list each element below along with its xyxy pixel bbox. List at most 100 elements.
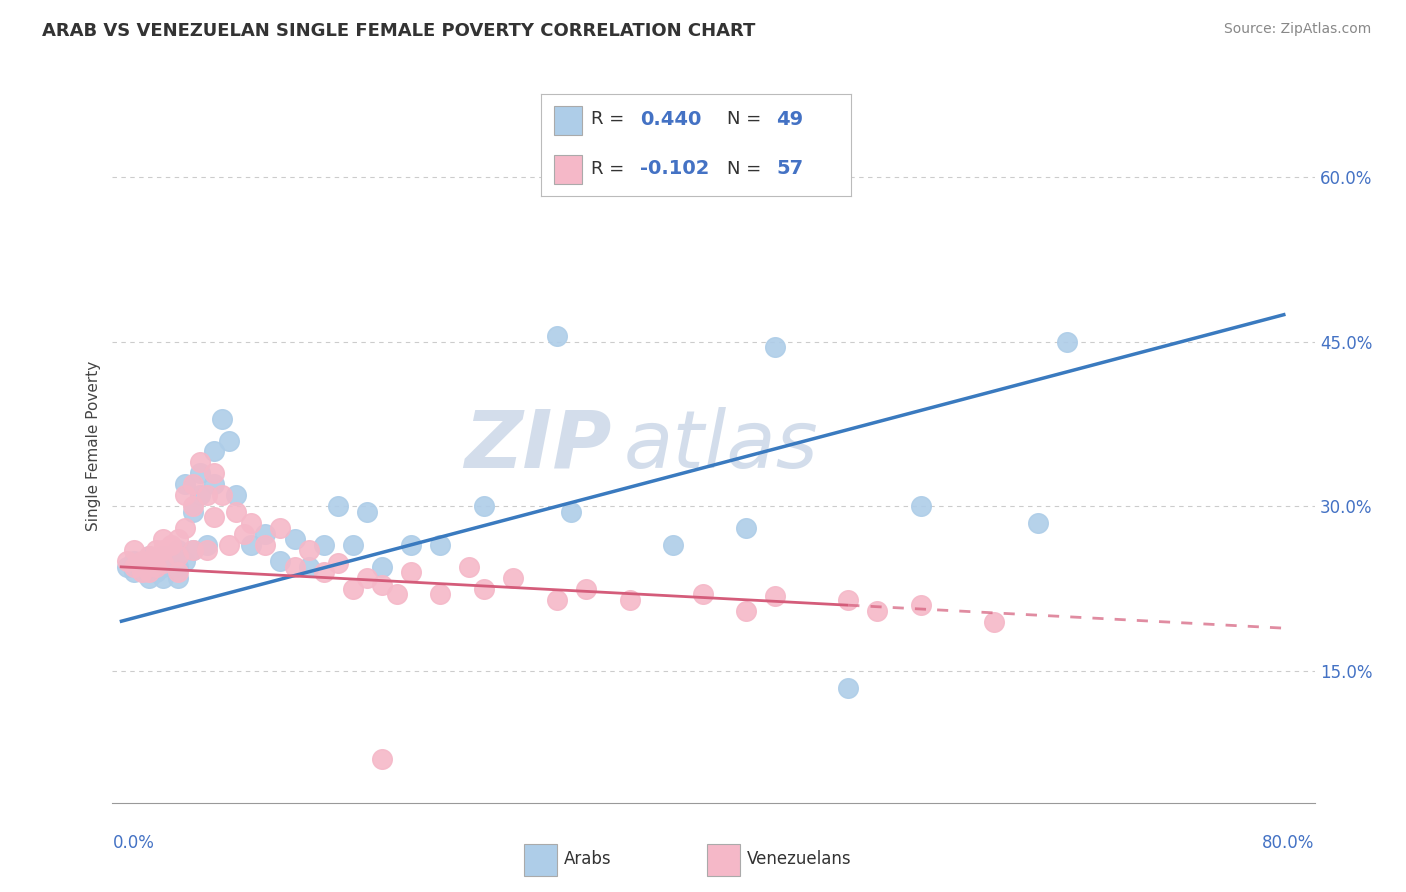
Point <box>225 488 247 502</box>
Point <box>765 590 787 604</box>
Point <box>138 571 160 585</box>
Point <box>124 566 146 580</box>
Point <box>385 587 408 601</box>
Point <box>167 533 190 547</box>
Point <box>204 444 226 458</box>
Point <box>131 566 153 580</box>
Point <box>546 329 568 343</box>
Point <box>502 571 524 585</box>
Text: R =: R = <box>591 160 630 178</box>
Point <box>662 538 685 552</box>
Point <box>174 521 197 535</box>
Text: 0.0%: 0.0% <box>112 834 155 852</box>
FancyBboxPatch shape <box>554 106 582 135</box>
Point <box>328 500 350 514</box>
Point <box>204 510 226 524</box>
Text: Venezuelans: Venezuelans <box>747 849 852 868</box>
Point <box>399 538 422 552</box>
Point <box>371 559 394 574</box>
Point <box>254 538 277 552</box>
Point <box>181 477 204 491</box>
Point <box>342 582 364 596</box>
Point <box>115 559 138 574</box>
Point <box>328 557 350 571</box>
Point <box>298 543 321 558</box>
Point <box>735 604 758 618</box>
Point <box>152 571 174 585</box>
Point <box>188 455 211 469</box>
Point <box>174 488 197 502</box>
Point <box>983 615 1005 629</box>
Point <box>356 505 378 519</box>
Point <box>225 505 247 519</box>
Text: 49: 49 <box>776 110 803 128</box>
Point <box>239 538 262 552</box>
Text: Arabs: Arabs <box>564 849 612 868</box>
Point <box>312 538 335 552</box>
Point <box>269 521 291 535</box>
Point <box>429 587 451 601</box>
Point <box>145 543 167 558</box>
Point <box>138 549 160 563</box>
Point <box>152 549 174 563</box>
Text: -0.102: -0.102 <box>640 159 710 178</box>
Text: ARAB VS VENEZUELAN SINGLE FEMALE POVERTY CORRELATION CHART: ARAB VS VENEZUELAN SINGLE FEMALE POVERTY… <box>42 22 755 40</box>
Point <box>356 571 378 585</box>
Text: R =: R = <box>591 111 630 128</box>
Text: N =: N = <box>727 160 766 178</box>
Point <box>181 543 204 558</box>
Point <box>218 538 240 552</box>
Point <box>910 598 932 612</box>
Point <box>371 752 394 766</box>
Point <box>138 549 160 563</box>
Text: N =: N = <box>727 111 766 128</box>
Point <box>181 505 204 519</box>
FancyBboxPatch shape <box>524 844 557 876</box>
Point <box>204 477 226 491</box>
Point <box>195 488 218 502</box>
Point <box>735 521 758 535</box>
Text: 0.440: 0.440 <box>640 110 702 128</box>
Point <box>152 543 174 558</box>
Point <box>195 543 218 558</box>
Point <box>152 559 174 574</box>
Point <box>472 500 495 514</box>
Point <box>458 559 481 574</box>
Point <box>145 554 167 568</box>
Point <box>167 571 190 585</box>
Point <box>145 559 167 574</box>
Text: atlas: atlas <box>623 407 818 485</box>
Point <box>211 411 233 425</box>
Point <box>866 604 889 618</box>
Point <box>159 538 181 552</box>
Point <box>298 559 321 574</box>
Point <box>181 543 204 558</box>
Point <box>124 559 146 574</box>
Point <box>174 477 197 491</box>
Point <box>284 533 307 547</box>
FancyBboxPatch shape <box>707 844 740 876</box>
Point <box>124 543 146 558</box>
Point <box>181 500 204 514</box>
Point <box>131 554 153 568</box>
Point <box>167 543 190 558</box>
Point <box>399 566 422 580</box>
Point <box>692 587 714 601</box>
Point <box>560 505 582 519</box>
Point <box>145 566 167 580</box>
Point <box>124 554 146 568</box>
Point <box>546 592 568 607</box>
Point <box>284 559 307 574</box>
Point <box>232 526 254 541</box>
Point <box>269 554 291 568</box>
Text: ZIP: ZIP <box>464 407 612 485</box>
Point <box>218 434 240 448</box>
Point <box>174 554 197 568</box>
Point <box>131 559 153 574</box>
Point <box>1056 334 1078 349</box>
FancyBboxPatch shape <box>554 155 582 184</box>
Text: Source: ZipAtlas.com: Source: ZipAtlas.com <box>1223 22 1371 37</box>
Point <box>765 340 787 354</box>
Point <box>1026 516 1049 530</box>
Point <box>211 488 233 502</box>
